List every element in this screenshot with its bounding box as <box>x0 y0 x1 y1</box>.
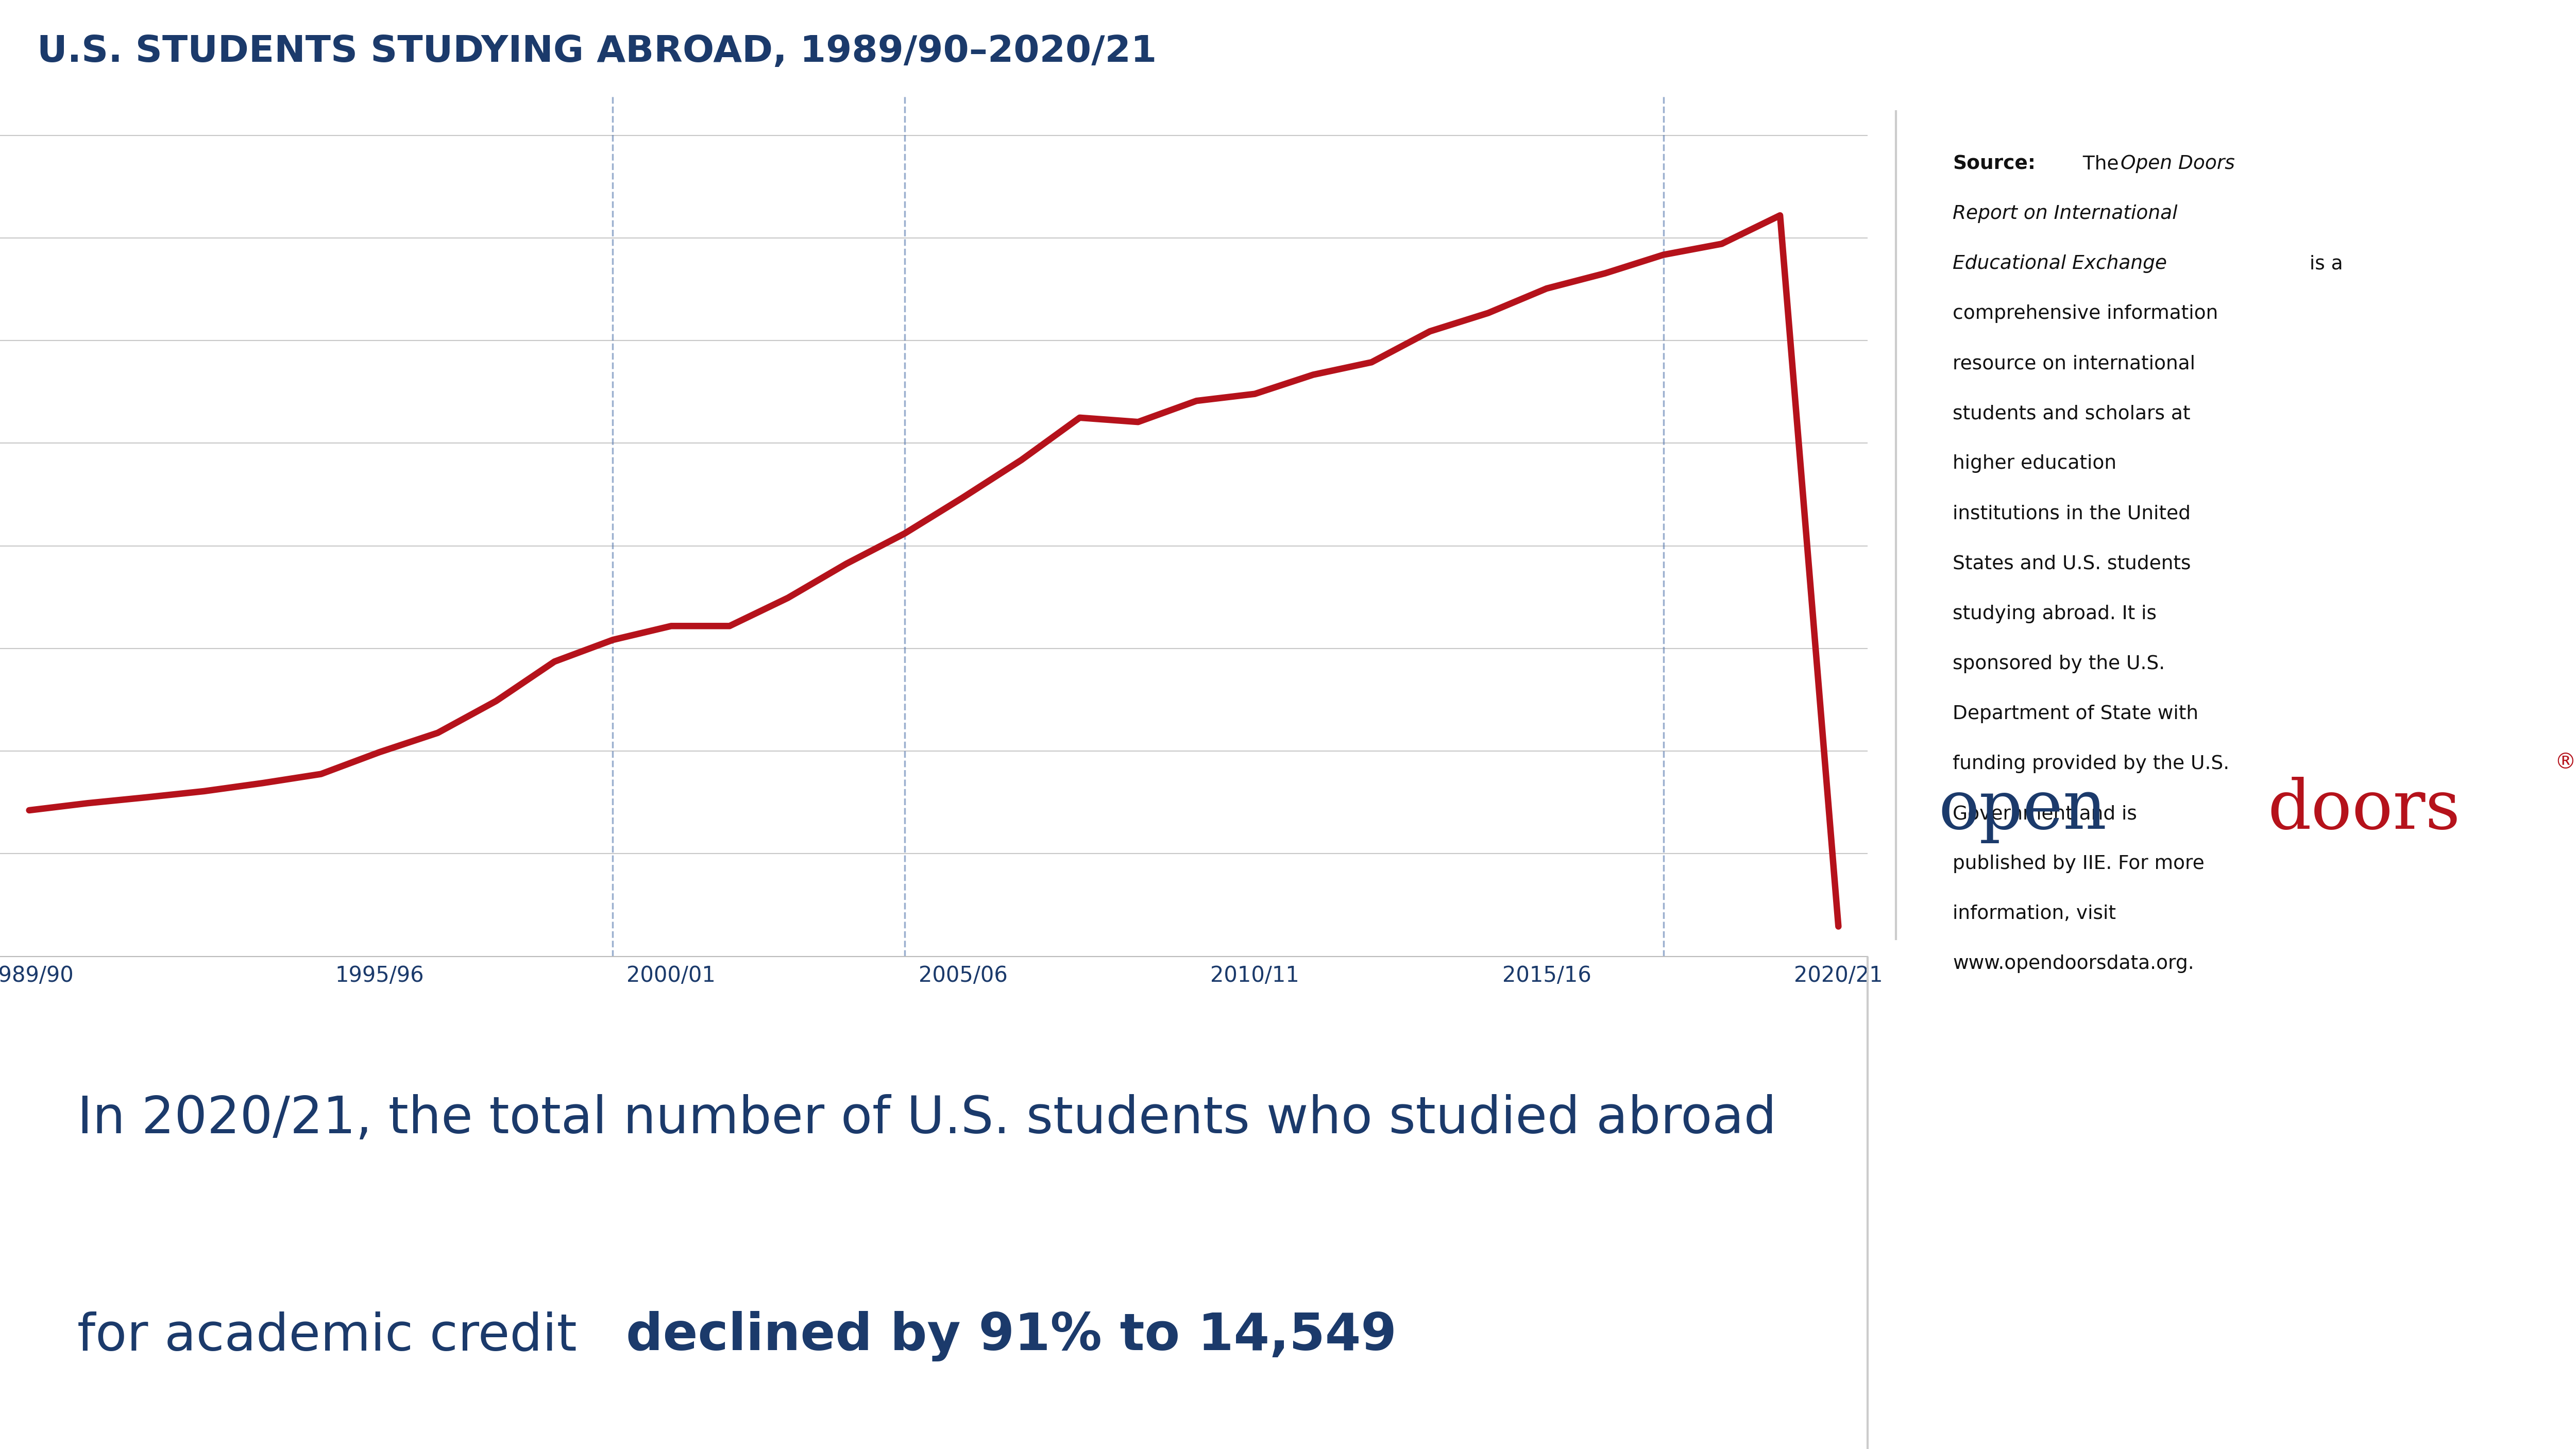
Text: information, visit: information, visit <box>1953 904 2115 923</box>
Text: ®: ® <box>2555 752 2576 774</box>
Text: Government and is: Government and is <box>1953 804 2138 823</box>
Text: Educational Exchange: Educational Exchange <box>1953 255 2166 272</box>
Text: declined by 91% to 14,549: declined by 91% to 14,549 <box>626 1311 1396 1362</box>
Text: is a: is a <box>2303 255 2342 272</box>
Text: U.S. STUDENTS STUDYING ABROAD, 1989/90–2020/21: U.S. STUDENTS STUDYING ABROAD, 1989/90–2… <box>36 35 1157 70</box>
Text: funding provided by the U.S.: funding provided by the U.S. <box>1953 755 2228 774</box>
Text: Department of State with: Department of State with <box>1953 704 2197 723</box>
Text: U.S. STUDY ABROAD DATA: U.S. STUDY ABROAD DATA <box>1288 32 1739 62</box>
Text: doors: doors <box>2267 777 2460 843</box>
Text: Source:: Source: <box>1953 155 2035 172</box>
Text: The: The <box>2076 155 2125 172</box>
Text: States and U.S. students: States and U.S. students <box>1953 555 2190 574</box>
Text: www.opendoorsdata.org.: www.opendoorsdata.org. <box>1953 955 2195 974</box>
Text: comprehensive information: comprehensive information <box>1953 304 2218 323</box>
Text: resource on international: resource on international <box>1953 355 2195 372</box>
Text: institutions in the United: institutions in the United <box>1953 504 2190 523</box>
Text: open: open <box>1940 777 2107 843</box>
Text: sponsored by the U.S.: sponsored by the U.S. <box>1953 655 2164 674</box>
Text: In 2020/21, the total number of U.S. students who studied abroad: In 2020/21, the total number of U.S. stu… <box>77 1094 1777 1145</box>
Text: Report on International: Report on International <box>1953 204 2177 223</box>
Text: students and scholars at: students and scholars at <box>1953 404 2190 423</box>
Text: higher education: higher education <box>1953 455 2117 474</box>
Text: OPEN DOORS: OPEN DOORS <box>1064 32 1288 62</box>
Text: Open Doors: Open Doors <box>2120 155 2236 172</box>
Text: studying abroad. It is: studying abroad. It is <box>1953 604 2156 623</box>
Text: for academic credit: for academic credit <box>77 1311 592 1361</box>
Text: published by IIE. For more: published by IIE. For more <box>1953 855 2205 874</box>
